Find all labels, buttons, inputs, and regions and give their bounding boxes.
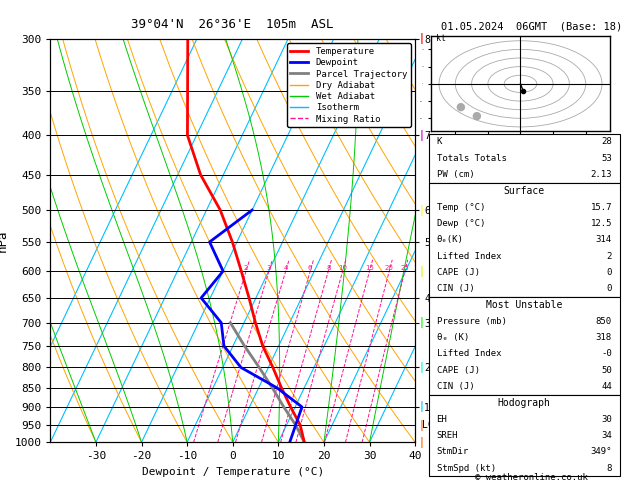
Text: 12.5: 12.5	[591, 219, 612, 228]
Text: 28: 28	[601, 138, 612, 146]
Text: Lifted Index: Lifted Index	[437, 252, 501, 260]
Text: 6: 6	[308, 265, 313, 271]
FancyBboxPatch shape	[429, 297, 620, 395]
Text: -0: -0	[601, 349, 612, 358]
Text: kt: kt	[436, 34, 446, 43]
Text: 8: 8	[606, 464, 612, 472]
Text: |: |	[418, 317, 424, 328]
Text: 44: 44	[601, 382, 612, 391]
Text: 10: 10	[338, 265, 347, 271]
Text: ●: ●	[472, 110, 481, 121]
Text: Totals Totals: Totals Totals	[437, 154, 506, 163]
Text: θₑ(K): θₑ(K)	[437, 235, 464, 244]
Text: 349°: 349°	[591, 447, 612, 456]
Text: 8: 8	[326, 265, 330, 271]
Text: 0: 0	[606, 268, 612, 277]
Text: |: |	[418, 34, 424, 44]
Text: StmDir: StmDir	[437, 447, 469, 456]
Text: Hodograph: Hodograph	[498, 398, 551, 408]
Text: ●: ●	[455, 102, 465, 112]
Text: 2: 2	[244, 265, 248, 271]
FancyBboxPatch shape	[429, 183, 620, 297]
Text: 3: 3	[267, 265, 271, 271]
Text: |: |	[418, 419, 424, 431]
Text: θₑ (K): θₑ (K)	[437, 333, 469, 342]
Text: CIN (J): CIN (J)	[437, 284, 474, 293]
Text: © weatheronline.co.uk: © weatheronline.co.uk	[475, 473, 588, 482]
Text: CAPE (J): CAPE (J)	[437, 268, 479, 277]
Text: CAPE (J): CAPE (J)	[437, 366, 479, 375]
Text: Lifted Index: Lifted Index	[437, 349, 501, 358]
Text: 850: 850	[596, 317, 612, 326]
Text: LCL: LCL	[423, 420, 440, 430]
Text: 53: 53	[601, 154, 612, 163]
Text: 2: 2	[606, 252, 612, 260]
Text: 4: 4	[284, 265, 288, 271]
Text: 30: 30	[601, 415, 612, 424]
Text: 34: 34	[601, 431, 612, 440]
Text: 0: 0	[606, 284, 612, 293]
Text: 2.13: 2.13	[591, 170, 612, 179]
Text: 15: 15	[365, 265, 374, 271]
Text: 318: 318	[596, 333, 612, 342]
Text: Most Unstable: Most Unstable	[486, 300, 562, 310]
Text: 20: 20	[385, 265, 394, 271]
Text: K: K	[437, 138, 442, 146]
Text: |: |	[418, 266, 424, 277]
Legend: Temperature, Dewpoint, Parcel Trajectory, Dry Adiabat, Wet Adiabat, Isotherm, Mi: Temperature, Dewpoint, Parcel Trajectory…	[287, 43, 411, 127]
Text: Dewp (°C): Dewp (°C)	[437, 219, 485, 228]
Text: |: |	[418, 130, 424, 141]
X-axis label: Dewpoint / Temperature (°C): Dewpoint / Temperature (°C)	[142, 467, 324, 477]
Text: Surface: Surface	[504, 186, 545, 196]
Text: |: |	[418, 205, 424, 215]
Text: 50: 50	[601, 366, 612, 375]
Text: 314: 314	[596, 235, 612, 244]
Text: 01.05.2024  06GMT  (Base: 18): 01.05.2024 06GMT (Base: 18)	[441, 22, 622, 32]
Text: 25: 25	[401, 265, 409, 271]
Text: 39°04'N  26°36'E  105m  ASL: 39°04'N 26°36'E 105m ASL	[131, 18, 334, 31]
Text: Pressure (mb): Pressure (mb)	[437, 317, 506, 326]
Y-axis label: hPa: hPa	[0, 229, 9, 252]
Text: SREH: SREH	[437, 431, 458, 440]
Text: Temp (°C): Temp (°C)	[437, 203, 485, 211]
FancyBboxPatch shape	[429, 395, 620, 476]
Text: PW (cm): PW (cm)	[437, 170, 474, 179]
Text: |: |	[418, 401, 424, 413]
Text: CIN (J): CIN (J)	[437, 382, 474, 391]
Text: Mixing Ratio (g/kg): Mixing Ratio (g/kg)	[444, 185, 454, 296]
Text: 15.7: 15.7	[591, 203, 612, 211]
Text: |: |	[418, 362, 424, 373]
Text: |: |	[418, 437, 424, 448]
Y-axis label: km
ASL: km ASL	[438, 241, 455, 262]
Text: EH: EH	[437, 415, 447, 424]
FancyBboxPatch shape	[429, 134, 620, 183]
Text: StmSpd (kt): StmSpd (kt)	[437, 464, 496, 472]
